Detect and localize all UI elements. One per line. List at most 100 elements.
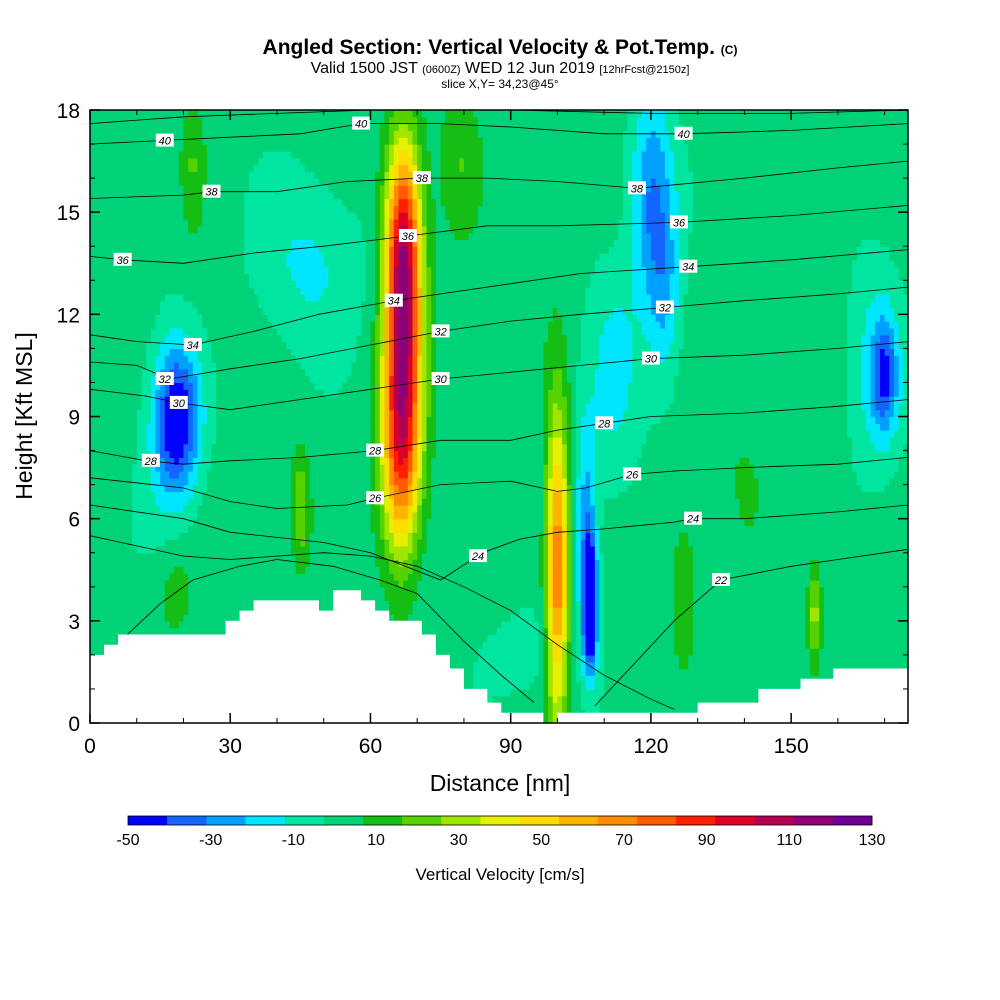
velocity-cell	[220, 123, 227, 132]
velocity-cell	[192, 396, 199, 404]
velocity-cell	[253, 511, 259, 520]
velocity-cell	[150, 253, 157, 261]
velocity-cell	[90, 184, 96, 193]
velocity-cell	[188, 368, 194, 377]
velocity-cell	[178, 484, 185, 493]
velocity-cell	[127, 430, 133, 438]
velocity-cell	[146, 348, 152, 356]
velocity-cell	[281, 130, 287, 138]
velocity-cell	[281, 484, 287, 493]
velocity-cell	[262, 593, 269, 601]
velocity-cell	[188, 579, 194, 588]
velocity-cell	[225, 436, 231, 445]
velocity-cell	[234, 327, 241, 336]
velocity-cell	[342, 239, 348, 247]
velocity-cell	[211, 130, 217, 138]
velocity-cell	[276, 137, 283, 145]
velocity-cell	[94, 505, 100, 513]
velocity-cell	[239, 232, 245, 241]
velocity-cell	[188, 457, 194, 465]
velocity-cell	[174, 232, 180, 241]
velocity-cell	[314, 225, 320, 234]
velocity-cell	[286, 110, 292, 118]
velocity-cell	[122, 355, 128, 363]
velocity-cell	[230, 116, 236, 125]
velocity-cell	[216, 559, 222, 567]
velocity-cell	[164, 218, 171, 227]
velocity-cell	[333, 484, 339, 493]
velocity-cell	[118, 525, 124, 533]
velocity-cell	[290, 430, 297, 438]
velocity-cell	[136, 416, 143, 424]
velocity-cell	[290, 457, 297, 465]
velocity-cell	[136, 620, 143, 629]
velocity-cell	[206, 164, 213, 172]
velocity-cell	[127, 402, 133, 411]
velocity-cell	[305, 423, 311, 431]
velocity-cell	[295, 191, 301, 200]
velocity-cell	[183, 116, 189, 125]
velocity-cell	[108, 464, 114, 472]
velocity-cell	[267, 321, 273, 329]
velocity-cell	[146, 396, 152, 404]
velocity-cell	[216, 116, 222, 125]
velocity-cell	[286, 559, 292, 567]
velocity-cell	[234, 443, 241, 452]
velocity-cell	[300, 470, 306, 479]
velocity-cell	[132, 157, 138, 166]
velocity-cell	[337, 334, 344, 343]
velocity-cell	[347, 552, 353, 561]
velocity-cell	[262, 280, 269, 288]
velocity-cell	[290, 484, 297, 493]
velocity-cell	[90, 212, 96, 220]
velocity-cell	[323, 368, 329, 377]
velocity-cell	[99, 436, 105, 445]
velocity-cell	[337, 225, 344, 234]
velocity-cell	[113, 396, 119, 404]
velocity-cell	[272, 436, 278, 445]
velocity-cell	[267, 559, 273, 567]
velocity-cell	[178, 532, 185, 540]
velocity-cell	[239, 579, 245, 588]
velocity-cell	[342, 416, 348, 424]
velocity-cell	[150, 402, 157, 411]
velocity-cell	[319, 348, 325, 356]
velocity-cell	[160, 532, 166, 540]
velocity-cell	[328, 402, 334, 411]
velocity-cell	[141, 348, 147, 356]
velocity-cell	[155, 484, 161, 493]
velocity-cell	[267, 334, 273, 343]
velocity-cell	[127, 273, 133, 281]
velocity-cell	[132, 130, 138, 138]
velocity-cell	[113, 450, 119, 458]
velocity-cell	[225, 273, 231, 281]
velocity-cell	[300, 321, 306, 329]
velocity-cell	[216, 178, 222, 186]
velocity-cell	[178, 436, 185, 445]
velocity-cell	[113, 620, 119, 629]
velocity-cell	[244, 266, 250, 275]
velocity-cell	[90, 266, 96, 275]
velocity-cell	[276, 464, 283, 472]
velocity-cell	[122, 627, 128, 636]
velocity-cell	[328, 205, 334, 213]
velocity-cell	[267, 505, 273, 513]
velocity-cell	[300, 443, 306, 452]
velocity-cell	[328, 348, 334, 356]
velocity-cell	[314, 184, 320, 193]
velocity-cell	[248, 130, 255, 138]
velocity-cell	[202, 355, 208, 363]
velocity-cell	[122, 171, 128, 179]
velocity-cell	[188, 314, 194, 322]
velocity-cell	[319, 559, 325, 567]
velocity-cell	[202, 334, 208, 343]
velocity-cell	[211, 409, 217, 418]
velocity-cell	[295, 559, 301, 567]
velocity-cell	[314, 566, 320, 574]
velocity-cell	[169, 409, 175, 418]
velocity-cell	[234, 573, 241, 581]
velocity-cell	[108, 355, 114, 363]
velocity-cell	[202, 450, 208, 458]
velocity-cell	[248, 348, 255, 356]
